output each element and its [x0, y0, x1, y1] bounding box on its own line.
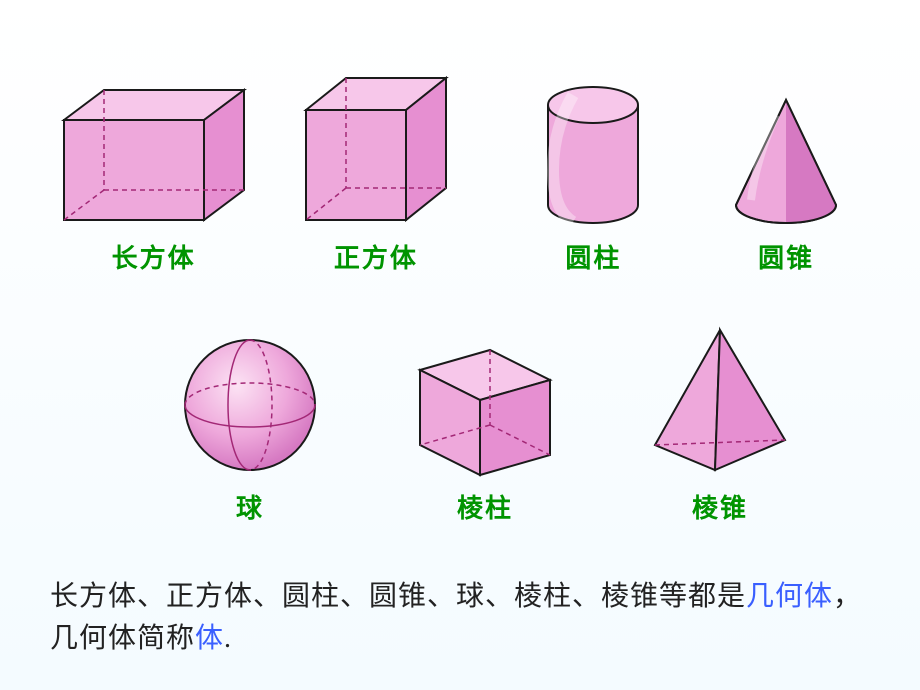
row-1: 长方体 正方体 圆柱	[50, 70, 870, 275]
description-text: 长方体、正方体、圆柱、圆锥、球、棱柱、棱锥等都是几何体，几何体简称体.	[50, 576, 870, 660]
shape-cone: 圆锥	[702, 90, 870, 275]
description-fragment: .	[224, 623, 232, 654]
cube-label: 正方体	[334, 238, 418, 275]
cuboid-label: 长方体	[112, 238, 196, 275]
cone-label: 圆锥	[758, 238, 814, 275]
cylinder-label: 圆柱	[565, 238, 621, 275]
cone-icon	[721, 90, 851, 230]
cube-icon	[296, 70, 456, 230]
shape-cylinder: 圆柱	[505, 80, 683, 275]
shape-prism: 棱柱	[370, 320, 600, 525]
row-2: 球 棱柱 棱锥	[140, 320, 870, 525]
pyramid-label: 棱锥	[692, 488, 748, 525]
shape-pyramid: 棱锥	[610, 320, 830, 525]
highlight-term: 体	[195, 623, 224, 654]
pyramid-icon	[640, 320, 800, 480]
cylinder-icon	[533, 80, 653, 230]
prism-label: 棱柱	[457, 488, 513, 525]
shape-cube: 正方体	[277, 70, 474, 275]
prism-icon	[400, 320, 570, 480]
shape-grid: 长方体 正方体 圆柱	[50, 70, 870, 570]
cuboid-icon	[54, 80, 254, 230]
sphere-label: 球	[236, 488, 264, 525]
shape-sphere: 球	[140, 330, 360, 525]
description-fragment: 长方体、正方体、圆柱、圆锥、球、棱柱、棱锥等都是	[50, 581, 746, 612]
sphere-icon	[175, 330, 325, 480]
highlight-term: 几何体	[746, 581, 833, 612]
shape-cuboid: 长方体	[50, 80, 257, 275]
